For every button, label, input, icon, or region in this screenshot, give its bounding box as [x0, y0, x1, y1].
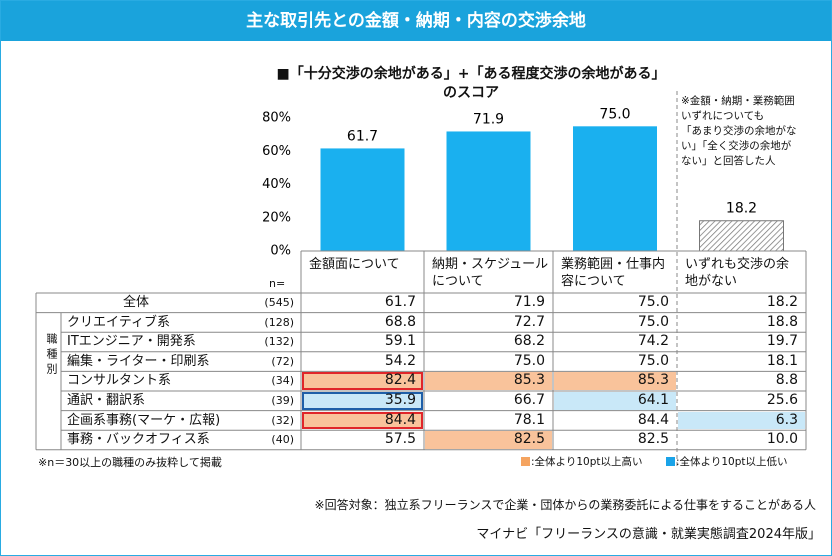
title-band	[1, 1, 831, 41]
cell-value: 71.9	[513, 294, 545, 310]
row-label: 企画系事務(マーケ・広報)	[67, 412, 221, 428]
cell-value: 75.0	[637, 294, 669, 310]
cell-value: 82.5	[637, 431, 669, 448]
cell-highlight	[302, 411, 423, 430]
cell-highlight	[425, 372, 552, 390]
legend-label: :全体より10pt以上低い	[676, 455, 788, 468]
column-header: 納期・スケジュール について	[432, 257, 549, 289]
column-header: いずれも交渉の余 地がない	[685, 257, 790, 289]
cell-value: 75.0	[513, 352, 545, 369]
cell-value: 35.9	[384, 392, 416, 408]
cell-value: 84.4	[637, 411, 669, 428]
cell-value: 82.4	[384, 372, 416, 389]
row-label: 全体	[122, 295, 149, 310]
value-label: 75.0	[599, 106, 630, 122]
row-n: (545)	[264, 296, 294, 309]
row-n: (39)	[271, 394, 294, 407]
row-n: (34)	[271, 374, 294, 388]
cell-value: 54.2	[384, 352, 416, 369]
n-label: n=	[269, 277, 286, 290]
bar	[573, 126, 657, 251]
y-tick-label: 40%	[262, 177, 291, 192]
source: マイナビ「フリーランスの意識・就業実態調査2024年版」	[476, 527, 821, 542]
cell-value: 85.3	[637, 372, 669, 389]
row-n: (32)	[271, 413, 294, 427]
cell-highlight	[425, 431, 552, 449]
cell-value: 75.0	[637, 352, 669, 369]
column-header: 金額面について	[309, 257, 400, 272]
cell-value: 85.3	[513, 372, 545, 389]
cell-highlight	[302, 372, 423, 390]
cell-value: 68.8	[384, 313, 416, 330]
legend-swatch	[666, 456, 675, 466]
footnote: ※n＝30以上の職種のみ抜粋して掲載	[38, 455, 222, 469]
value-label: 71.9	[473, 111, 504, 127]
y-tick-label: 20%	[262, 210, 291, 225]
cell-highlight	[554, 392, 676, 410]
bar	[320, 148, 405, 251]
cell-value: 18.8	[766, 313, 798, 330]
row-n: (128)	[264, 315, 294, 329]
cell-value: 57.5	[384, 431, 416, 448]
cell-highlight	[302, 392, 423, 410]
row-n: (72)	[271, 354, 294, 368]
legend-swatch	[521, 456, 530, 466]
cell-value: 66.7	[513, 392, 545, 408]
value-label: 18.2	[726, 201, 757, 217]
column-header: 業務範囲・仕事内 容について	[561, 257, 666, 289]
page-title: 主な取引先との金額・納期・内容の交渉余地	[246, 11, 586, 31]
respondents: ※回答対象：独立系フリーランスで企業・団体からの業務委託による仕事をすることがあ…	[314, 498, 816, 512]
cell-value: 25.6	[766, 392, 798, 408]
y-tick-label: 0%	[270, 244, 291, 259]
row-label: ITエンジニア・開発系	[67, 334, 196, 350]
y-tick-label: 60%	[262, 144, 291, 159]
cell-value: 61.7	[384, 294, 416, 310]
cell-value: 72.7	[513, 313, 545, 330]
cell-value: 68.2	[513, 333, 545, 350]
cell-value: 82.5	[513, 431, 545, 448]
cell-value: 74.2	[637, 333, 669, 350]
cell-value: 75.0	[637, 313, 669, 330]
row-label: 編集・ライター・印刷系	[67, 353, 210, 369]
legend-label: :全体より10pt以上高い	[531, 455, 643, 468]
chart-note: ※金額・納期・業務範囲 いずれについても 「あまり交渉の余地がな い」「全く交渉…	[681, 95, 797, 167]
cell-value: 10.0	[766, 431, 798, 448]
cell-value: 64.1	[637, 392, 669, 408]
row-label: 通訳・翻訳系	[67, 393, 146, 408]
cell-highlight	[554, 372, 676, 390]
row-label: クリエイティブ系	[67, 314, 170, 330]
y-tick-label: 80%	[262, 111, 291, 126]
cell-value: 18.1	[766, 352, 798, 369]
group-label: 職種別	[45, 332, 58, 378]
chart-title: ■「十分交渉の余地がある」+「ある程度交渉の余地がある」 のスコア	[276, 66, 666, 101]
cell-value: 18.2	[766, 294, 798, 310]
row-n: (132)	[264, 335, 294, 349]
cell-value: 19.7	[766, 333, 798, 350]
row-label: コンサルタント系	[67, 373, 172, 389]
cell-value: 59.1	[384, 333, 416, 350]
bar	[699, 220, 784, 252]
cell-highlight	[678, 411, 805, 430]
cell-value: 6.3	[775, 411, 798, 428]
bar	[446, 131, 531, 251]
cell-value: 84.4	[384, 411, 416, 428]
value-label: 61.7	[347, 128, 378, 144]
row-n: (40)	[271, 433, 294, 447]
row-label: 事務・バックオフィス系	[67, 432, 210, 448]
cell-value: 78.1	[513, 411, 545, 428]
cell-value: 8.8	[775, 372, 798, 389]
